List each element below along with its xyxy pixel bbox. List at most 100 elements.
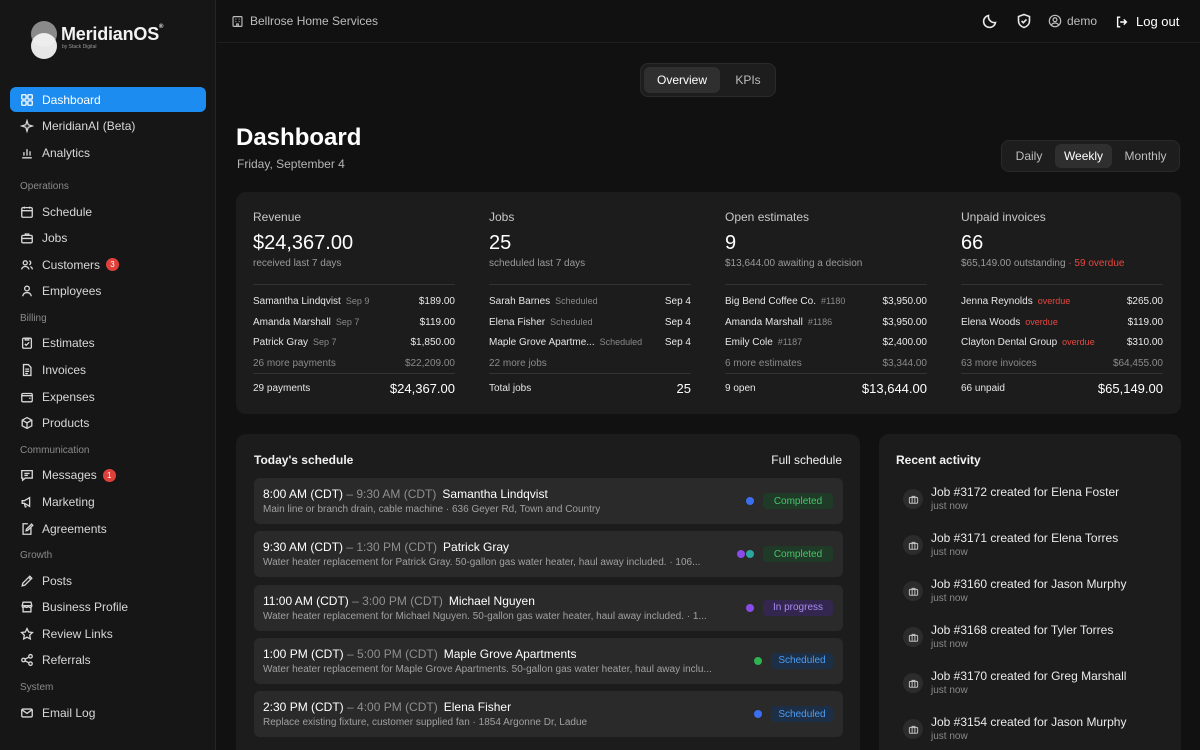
customer-name: Patrick Gray — [443, 540, 510, 555]
page-date: Friday, September 4 — [237, 157, 345, 171]
company-switcher[interactable]: Bellrose Home Services — [231, 14, 378, 28]
tab-kpis[interactable]: KPIs — [735, 73, 761, 87]
kpi-unpaid-invoices[interactable]: Unpaid invoices 66 $65,149.00 outstanding … — [961, 192, 1163, 414]
more-label: 22 more jobs — [489, 357, 547, 369]
sidebar-item-analytics[interactable]: Analytics — [10, 140, 206, 165]
row-meta: overdue — [1037, 296, 1071, 306]
kpi-more-row[interactable]: 6 more estimates $3,344.00 — [725, 356, 927, 370]
schedule-item[interactable]: 8:00 AM (CDT) – 9:30 AM (CDT) Samantha Li… — [254, 478, 843, 524]
activity-item[interactable]: Job #3171 created for Elena Torres just n… — [903, 531, 1173, 563]
row-value: $3,950.00 — [882, 316, 928, 328]
row-name: Elena Fisher — [489, 316, 546, 328]
sidebar-item-expenses[interactable]: Expenses — [10, 384, 206, 409]
row-meta: #1180 — [821, 296, 846, 306]
sidebar-section-growth: Growth — [20, 550, 53, 562]
sidebar-item-customers[interactable]: Customers 3 — [10, 252, 206, 277]
sidebar-item-jobs[interactable]: Jobs — [10, 226, 206, 251]
sidebar-item-agreements[interactable]: Agreements — [10, 516, 206, 541]
kpi-value: 66 — [961, 232, 984, 254]
kpi-row[interactable]: Amanda Marshall #1186 $3,950.00 — [725, 315, 927, 329]
row-value: $265.00 — [1126, 295, 1163, 307]
share-icon — [20, 653, 34, 667]
activity-item[interactable]: Job #3172 created for Elena Foster just n… — [903, 485, 1173, 517]
schedule-item[interactable]: 2:30 PM (CDT) – 4:00 PM (CDT) Elena Fishe… — [254, 691, 843, 738]
brand-trademark: ® — [159, 24, 164, 30]
kpi-row[interactable]: Elena Woods overdue $119.00 — [961, 315, 1163, 329]
row-meta: #1186 — [807, 317, 833, 327]
schedule-item[interactable]: 1:00 PM (CDT) – 5:00 PM (CDT) Maple Grove… — [254, 637, 843, 684]
customer-name: Maple Grove Apartments — [443, 646, 577, 661]
row-name: Sarah Barnes — [489, 295, 551, 307]
sidebar-item-invoices[interactable]: Invoices — [10, 358, 206, 383]
period-daily[interactable]: Daily — [1015, 149, 1043, 163]
kpi-jobs[interactable]: Jobs 25 scheduled last 7 days Sarah Barnes S… — [489, 192, 691, 414]
kpi-row[interactable]: Big Bend Coffee Co. #1180 $3,950.00 — [725, 294, 927, 308]
sidebar-item-label: Analytics — [42, 145, 91, 160]
kpi-subtitle-text: $65,149.00 outstanding — [961, 258, 1066, 269]
storefront-icon — [20, 600, 34, 614]
sidebar-item-review-links[interactable]: Review Links — [10, 621, 206, 646]
kpi-row[interactable]: Amanda Marshall Sep 7 $119.00 — [253, 315, 455, 329]
activity-time: just now — [931, 593, 968, 604]
activity-item[interactable]: Job #3170 created for Greg Marshall just … — [903, 669, 1173, 701]
more-label: 63 more invoices — [961, 357, 1037, 369]
kpi-more-row[interactable]: 26 more payments $22,209.00 — [253, 356, 455, 370]
sidebar-item-estimates[interactable]: Estimates — [10, 331, 206, 356]
sidebar-item-meridianai-beta[interactable]: MeridianAI (Beta) — [10, 114, 206, 139]
full-schedule-link[interactable]: Full schedule — [771, 453, 842, 467]
kpi-row[interactable]: Emily Cole #1187 $2,400.00 — [725, 335, 927, 349]
mail-icon — [20, 706, 34, 720]
kpi-row[interactable]: Jenna Reynolds overdue $265.00 — [961, 294, 1163, 308]
kpi-row[interactable]: Samantha Lindqvist Sep 9 $189.00 — [253, 294, 455, 308]
sidebar-item-label: Estimates — [42, 336, 95, 351]
sidebar-item-referrals[interactable]: Referrals — [10, 648, 206, 673]
row-meta: #1187 — [777, 337, 803, 347]
divider — [725, 373, 927, 374]
sidebar-item-label: Referrals — [42, 653, 91, 668]
sidebar-item-products[interactable]: Products — [10, 411, 206, 436]
kpi-subtitle: $65,149.00 outstanding · 59 overdue — [961, 258, 1124, 269]
kpi-row[interactable]: Elena Fisher Scheduled Sep 4 — [489, 315, 691, 329]
brand-logo[interactable]: MeridianOS® by Stack Digital — [31, 21, 171, 61]
theme-toggle-button[interactable] — [982, 13, 998, 29]
kpi-row[interactable]: Clayton Dental Group overdue $310.00 — [961, 335, 1163, 349]
sidebar-item-employees[interactable]: Employees — [10, 279, 206, 304]
job-detail: Water heater replacement for Patrick Gra… — [263, 557, 701, 569]
sidebar: MeridianOS® by Stack Digital Dashboard Me… — [0, 0, 216, 750]
kpi-row[interactable]: Patrick Gray Sep 7 $1,850.00 — [253, 335, 455, 349]
sidebar-item-dashboard[interactable]: Dashboard — [10, 87, 206, 112]
company-name: Bellrose Home Services — [250, 14, 379, 28]
row-name: Elena Woods — [961, 316, 1021, 328]
sidebar-item-posts[interactable]: Posts — [10, 568, 206, 593]
kpi-row[interactable]: Maple Grove Apartme... Scheduled Sep 4 — [489, 335, 691, 349]
row-name: Jenna Reynolds — [961, 295, 1033, 307]
sidebar-item-marketing[interactable]: Marketing — [10, 489, 206, 514]
sidebar-item-messages[interactable]: Messages 1 — [10, 463, 206, 488]
schedule-item[interactable]: 9:30 AM (CDT) – 1:30 PM (CDT) Patrick Gra… — [254, 531, 843, 578]
briefcase-icon — [903, 581, 923, 601]
security-button[interactable] — [1016, 13, 1032, 29]
schedule-item[interactable]: 11:00 AM (CDT) – 3:00 PM (CDT) Michael Ng… — [254, 584, 843, 631]
row-meta: Scheduled — [555, 296, 598, 306]
kpi-value: 9 — [725, 232, 737, 254]
kpi-more-row[interactable]: 22 more jobs — [489, 356, 691, 370]
logout-button[interactable]: Log out — [1115, 14, 1179, 29]
activity-item[interactable]: Job #3168 created for Tyler Torres just n… — [903, 623, 1173, 655]
activity-item[interactable]: Job #3160 created for Jason Murphy just n… — [903, 577, 1173, 609]
sidebar-item-label: Agreements — [42, 521, 107, 536]
user-menu[interactable]: demo — [1048, 14, 1097, 28]
tab-overview[interactable]: Overview — [644, 67, 720, 93]
status-badge: Completed — [763, 493, 833, 509]
sidebar-item-email-log[interactable]: Email Log — [10, 700, 206, 725]
kpi-more-row[interactable]: 63 more invoices $64,455.00 — [961, 356, 1163, 370]
kpi-subtitle-text: scheduled last 7 days — [489, 258, 586, 269]
end-time: – 1:30 PM (CDT) — [346, 540, 438, 555]
kpi-row[interactable]: Sarah Barnes Scheduled Sep 4 — [489, 294, 691, 308]
sidebar-item-schedule[interactable]: Schedule — [10, 199, 206, 224]
sidebar-item-business-profile[interactable]: Business Profile — [10, 595, 206, 620]
kpi-open-estimates[interactable]: Open estimates 9 $13,644.00 awaiting a dec… — [725, 192, 927, 414]
period-monthly[interactable]: Monthly — [1124, 149, 1167, 163]
activity-item[interactable]: Job #3154 created for Jason Murphy just n… — [903, 715, 1173, 747]
kpi-revenue[interactable]: Revenue $24,367.00 received last 7 days Sam… — [253, 192, 455, 414]
period-weekly[interactable]: Weekly — [1055, 144, 1112, 168]
